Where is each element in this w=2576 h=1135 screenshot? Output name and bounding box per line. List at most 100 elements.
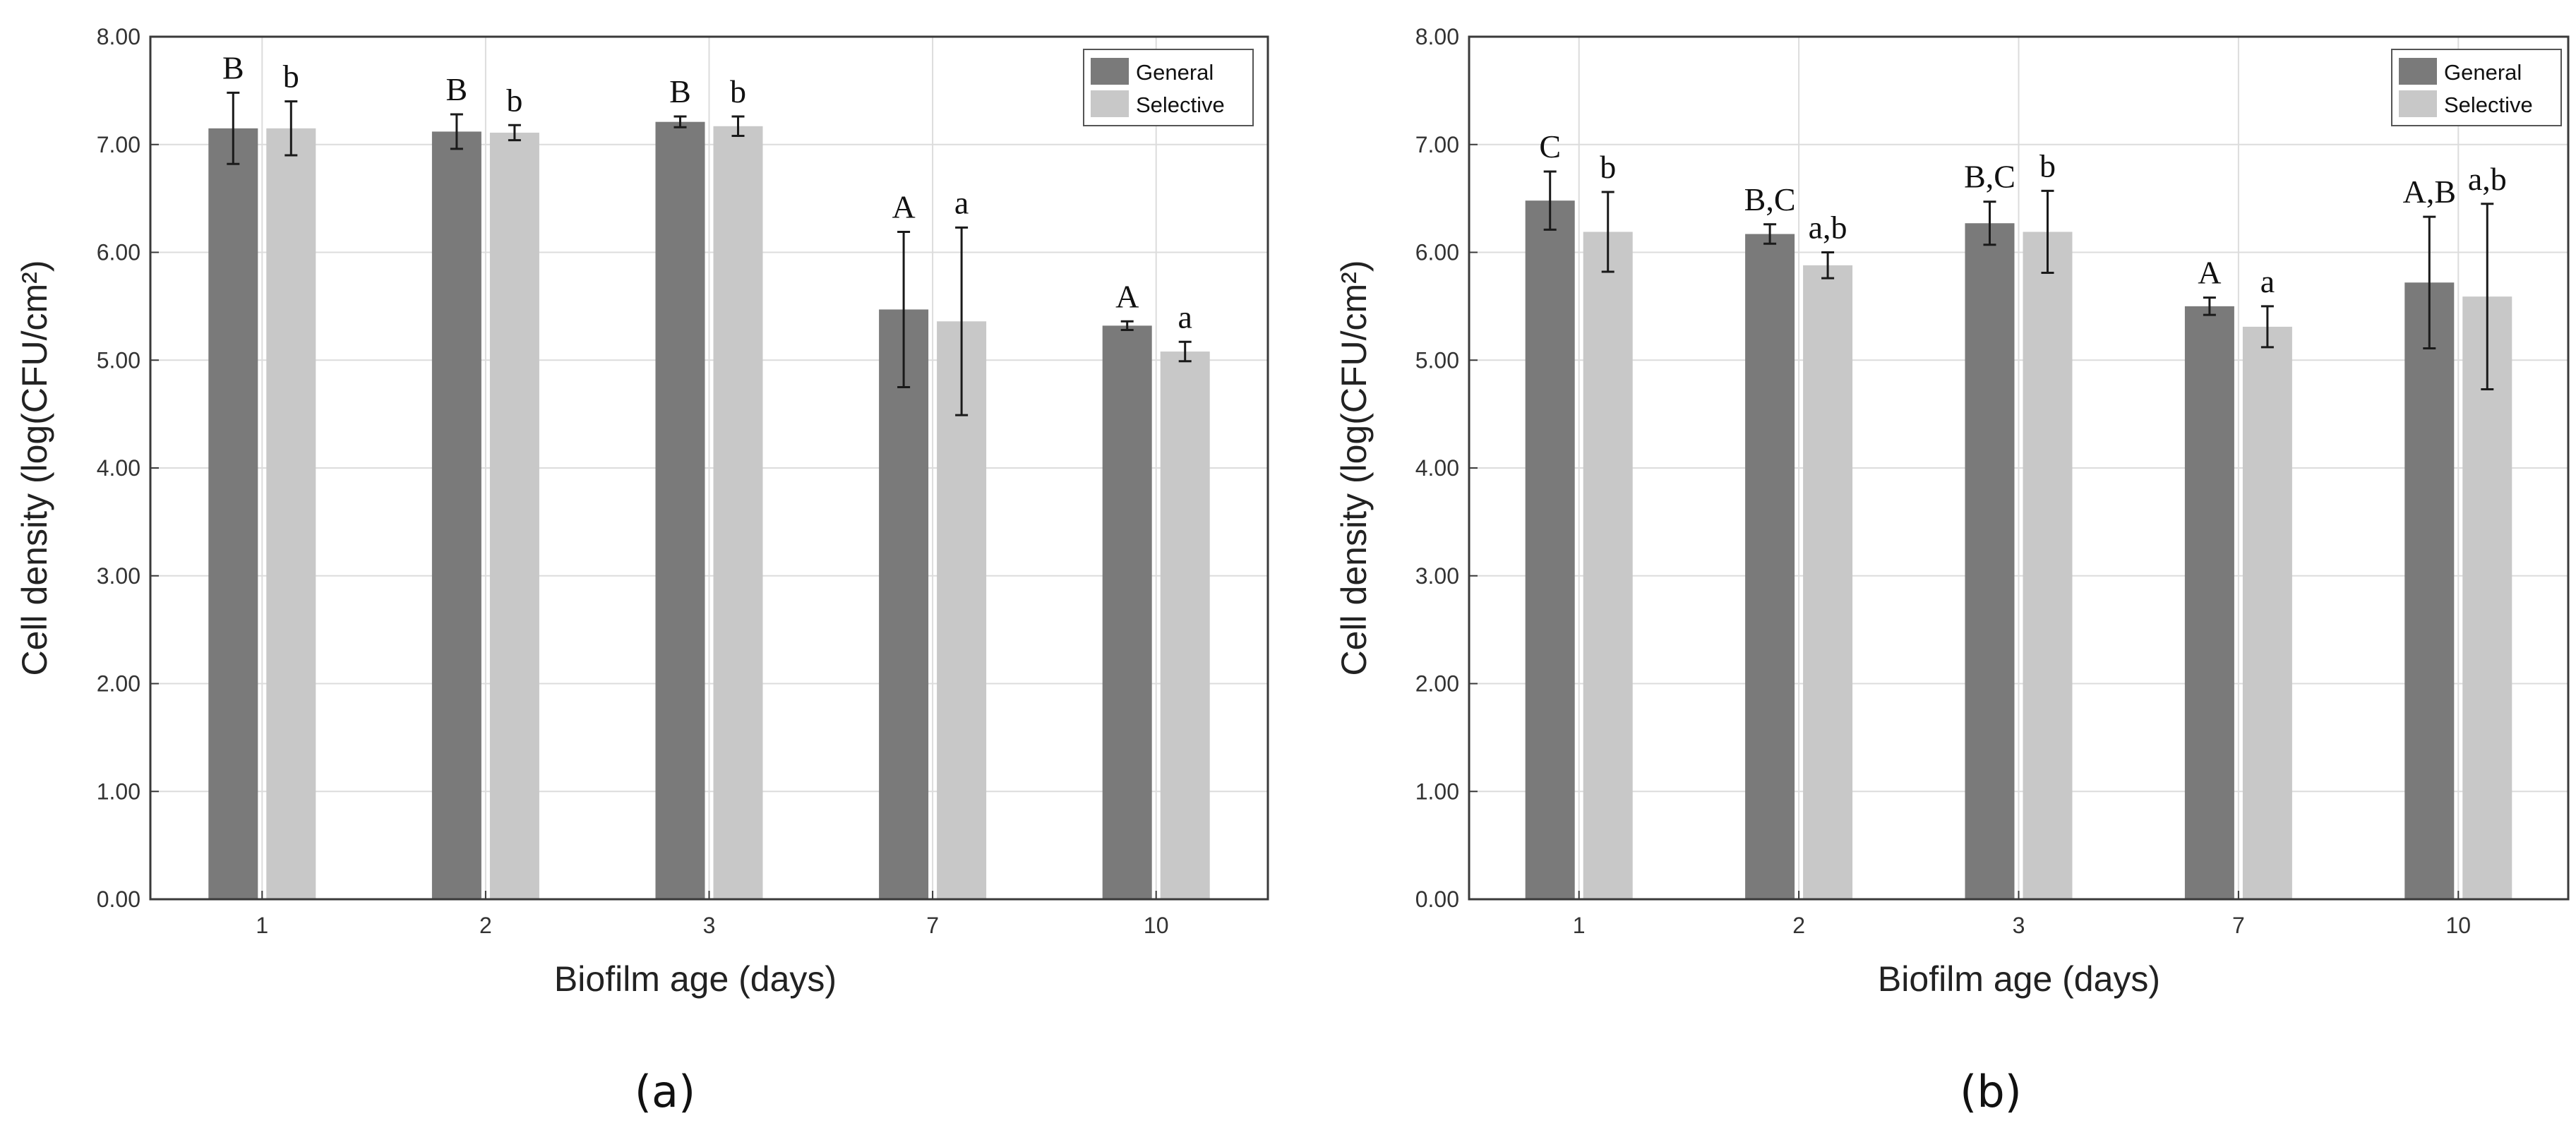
- bar-general: [1102, 325, 1152, 899]
- x-tick-label: 10: [2446, 913, 2472, 938]
- error-bar-general: [450, 113, 463, 150]
- y-tick-label: 4.00: [1415, 455, 1459, 481]
- x-tick-label: 2: [1792, 913, 1805, 938]
- y-tick-label: 2.00: [97, 671, 140, 697]
- bar-general: [655, 121, 705, 900]
- significance-letter: a,b: [1809, 210, 1847, 246]
- legend-swatch-selective: [2399, 90, 2437, 117]
- x-tick-label: 10: [1144, 913, 1169, 938]
- panel-label-b: (b): [1960, 1066, 2022, 1117]
- legend-label-general: General: [2444, 60, 2522, 85]
- bar-selective: [1803, 265, 1853, 900]
- y-axis-title: Cell density (log(CFU/cm²): [15, 260, 54, 676]
- legend-swatch-selective: [1091, 90, 1129, 117]
- significance-letter: b: [506, 82, 522, 118]
- significance-letter: b: [283, 59, 299, 95]
- error-bar-general: [1983, 200, 1996, 246]
- bar-general: [2184, 306, 2234, 899]
- significance-letter: a,b: [2468, 161, 2507, 197]
- significance-letter: A: [892, 188, 915, 224]
- y-tick-label: 4.00: [97, 455, 140, 481]
- y-tick-label: 6.00: [1415, 240, 1459, 265]
- error-bar-general: [1543, 170, 1557, 231]
- legend: General Selective: [2391, 49, 2562, 126]
- y-tick-label: 2.00: [1415, 671, 1459, 697]
- significance-letter: b: [2039, 148, 2056, 184]
- x-axis-ticks: 1 2 3 7 10: [256, 891, 1168, 938]
- bar-general: [208, 128, 258, 899]
- y-axis-ticks: 0.00 1.00 2.00 3.00 4.00 5.00 6.00 7.00 8.00: [1415, 24, 1478, 912]
- error-bar-general: [1763, 223, 1777, 245]
- significance-letters: B B B A Ab b b a a: [222, 49, 1192, 335]
- y-tick-label: 5.00: [1415, 347, 1459, 373]
- x-axis-ticks: 1 2 3 7 10: [1573, 891, 2471, 938]
- error-bar-general: [673, 115, 687, 128]
- y-tick-label: 8.00: [97, 24, 140, 49]
- panel-label-a: (a): [635, 1066, 695, 1117]
- bar-general: [879, 309, 929, 899]
- y-tick-label: 7.00: [97, 132, 140, 157]
- significance-letter: B: [222, 49, 244, 85]
- y-tick-label: 6.00: [97, 240, 140, 265]
- y-tick-label: 3.00: [97, 563, 140, 589]
- error-bar-selective: [2041, 189, 2054, 275]
- significance-letter: B: [669, 73, 691, 109]
- chart-panel-b: 0.00 1.00 2.00 3.00 4.00 5.00 6.00 7.00 8.00 1 2 3…: [1334, 24, 2570, 1117]
- error-bar-selective: [1821, 251, 1835, 280]
- bar-selective: [1583, 232, 1633, 899]
- x-tick-label: 7: [2232, 913, 2245, 938]
- y-tick-label: 8.00: [1415, 24, 1459, 49]
- x-axis-title: Biofilm age (days): [554, 959, 837, 999]
- x-tick-label: 1: [256, 913, 268, 938]
- bar-selective: [937, 321, 987, 899]
- bar-general: [431, 131, 481, 899]
- legend-label-selective: Selective: [1136, 92, 1225, 117]
- error-bar-general: [2203, 296, 2216, 316]
- y-tick-label: 1.00: [97, 779, 140, 804]
- error-bar-general: [897, 230, 911, 388]
- bar-general: [2404, 282, 2455, 899]
- y-tick-label: 0.00: [1415, 887, 1459, 912]
- significance-letter: B: [446, 71, 468, 107]
- bar-selective: [1160, 352, 1210, 899]
- x-tick-label: 7: [926, 913, 939, 938]
- significance-letter: b: [1600, 149, 1616, 185]
- legend-label-selective: Selective: [2444, 92, 2533, 117]
- error-bar-selective: [1601, 191, 1615, 273]
- bar-selective: [266, 128, 316, 899]
- y-tick-label: 5.00: [97, 347, 140, 373]
- y-tick-label: 7.00: [1415, 132, 1459, 157]
- bars: [1525, 200, 2512, 900]
- x-tick-label: 3: [703, 913, 716, 938]
- error-bar-selective: [2260, 305, 2274, 349]
- significance-letter: A,B: [2403, 174, 2456, 210]
- significance-letter: A: [2198, 255, 2221, 291]
- error-bars: [1543, 170, 2494, 390]
- x-tick-label: 3: [2013, 913, 2025, 938]
- error-bar-selective: [1178, 340, 1192, 363]
- error-bar-general: [1120, 320, 1134, 331]
- significance-letter: a: [1178, 299, 1192, 335]
- bar-selective: [2023, 232, 2073, 899]
- y-tick-label: 1.00: [1415, 779, 1459, 804]
- bar-selective: [2242, 326, 2292, 900]
- legend-swatch-general: [2399, 58, 2437, 85]
- bar-general: [1965, 223, 2015, 899]
- bars: [208, 121, 1210, 900]
- significance-letter: B,C: [1964, 159, 2015, 195]
- error-bars: [227, 91, 1192, 416]
- y-tick-label: 0.00: [97, 887, 140, 912]
- bar-selective: [2462, 296, 2512, 899]
- significance-letter: A: [1115, 278, 1139, 314]
- x-tick-label: 2: [479, 913, 492, 938]
- error-bar-selective: [2481, 203, 2494, 390]
- y-axis-title: Cell density (log(CFU/cm²): [1334, 260, 1374, 676]
- error-bar-general: [2423, 215, 2436, 349]
- legend: General Selective: [1083, 49, 1254, 126]
- error-bar-selective: [731, 115, 745, 138]
- x-tick-label: 1: [1573, 913, 1586, 938]
- significance-letter: a: [954, 184, 969, 220]
- y-axis-ticks: 0.00 1.00 2.00 3.00 4.00 5.00 6.00 7.00 8.00: [97, 24, 159, 912]
- error-bar-selective: [508, 124, 521, 142]
- significance-letter: C: [1539, 128, 1561, 164]
